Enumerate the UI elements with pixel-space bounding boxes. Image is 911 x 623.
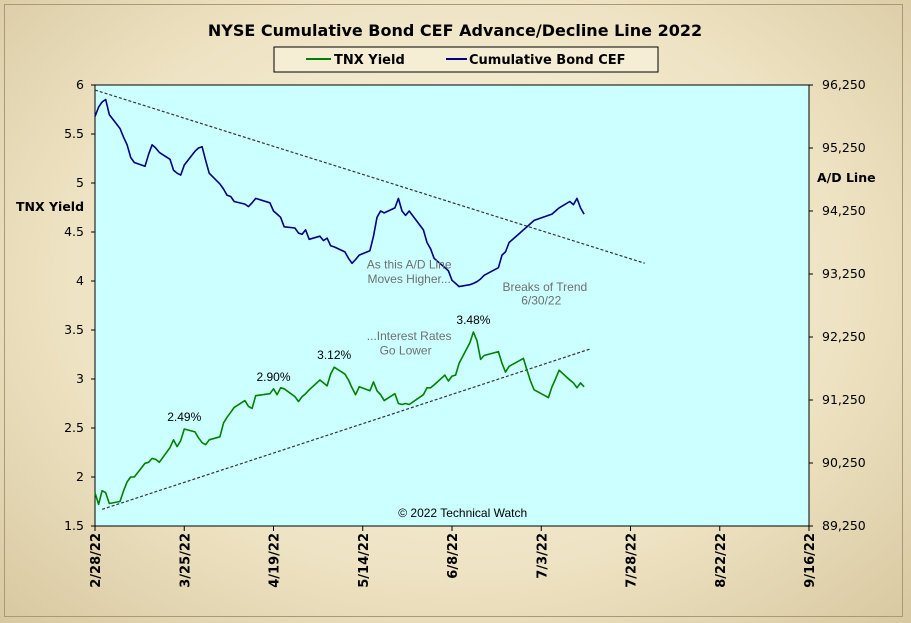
y-left-tick-label: 5.5 <box>64 126 84 141</box>
chart-annotation: 2.49% <box>167 410 201 424</box>
y-left-axis-title: TNX Yield <box>16 199 84 214</box>
y-left-tick-label: 5 <box>76 175 84 190</box>
x-tick-label: 5/14/22 <box>357 533 372 588</box>
x-tick-label: 4/19/22 <box>268 533 283 588</box>
y-left-tick-label: 6 <box>76 77 84 92</box>
chart-annotation: Breaks of Trend <box>502 280 587 294</box>
plot-area <box>94 84 810 527</box>
y-left-tick-label: 1.5 <box>64 518 84 533</box>
x-tick-label: 8/22/22 <box>714 533 729 588</box>
x-tick-label: 7/28/22 <box>625 533 640 588</box>
chart-annotation: 6/30/22 <box>521 294 561 308</box>
y-right-tick-label: 96,250 <box>822 77 866 92</box>
legend-label-cef: Cumulative Bond CEF <box>469 53 626 68</box>
trendline <box>94 89 645 264</box>
y-right-tick-label: 94,250 <box>822 203 866 218</box>
x-tick-label: 3/25/22 <box>178 533 193 588</box>
y-right-tick-label: 93,250 <box>822 266 866 281</box>
chart-annotation: As this A/D Line <box>367 257 452 271</box>
y-left-tick-label: 4.5 <box>64 224 84 239</box>
legend: TNX Yield Cumulative Bond CEF <box>273 46 659 73</box>
chart-annotation: 3.12% <box>317 348 351 362</box>
chart-title: NYSE Cumulative Bond CEF Advance/Decline… <box>208 21 702 40</box>
x-tick-label: 2/28/22 <box>89 533 104 588</box>
chart-annotation: Moves Higher... <box>367 272 450 286</box>
cumulative-bond-cef-line <box>94 98 585 288</box>
trendline <box>101 348 592 510</box>
y-right-tick-label: 95,250 <box>822 140 866 155</box>
y-left-tick-label: 2.5 <box>64 420 84 435</box>
x-tick-label: 7/3/22 <box>535 533 550 579</box>
chart-annotation: Go Lower <box>380 344 432 358</box>
axes: 1.5 2 2.5 3 3.5 4 4.5 5 5.5 6 89,250 90,250 91,250 92… <box>64 77 866 588</box>
y-left-tick-label: 3 <box>76 371 84 386</box>
y-right-tick-label: 89,250 <box>822 518 866 533</box>
y-right-axis-title: A/D Line <box>817 170 876 185</box>
x-tick-label: 6/8/22 <box>446 533 461 579</box>
chart-annotation: © 2022 Technical Watch <box>398 506 527 520</box>
y-right-tick-label: 92,250 <box>822 329 866 344</box>
series-lines <box>94 98 585 506</box>
x-tick-label: 9/16/22 <box>803 533 818 588</box>
chart-annotation: ...Interest Rates <box>367 329 452 343</box>
chart-annotation: 2.90% <box>256 370 290 384</box>
tnx-yield-line <box>94 331 585 506</box>
y-right-tick-label: 90,250 <box>822 455 866 470</box>
trendlines <box>94 89 645 510</box>
y-left-tick-label: 4 <box>76 273 84 288</box>
y-right-tick-label: 91,250 <box>822 392 866 407</box>
legend-label-tnx: TNX Yield <box>334 53 405 68</box>
y-left-tick-label: 3.5 <box>64 322 84 337</box>
y-left-tick-label: 2 <box>76 469 84 484</box>
annotations: 2.49% 2.90% 3.12% 3.48% As this A/D LineMove… <box>167 257 587 520</box>
frame-border <box>4 4 903 617</box>
chart-annotation: 3.48% <box>456 313 490 327</box>
